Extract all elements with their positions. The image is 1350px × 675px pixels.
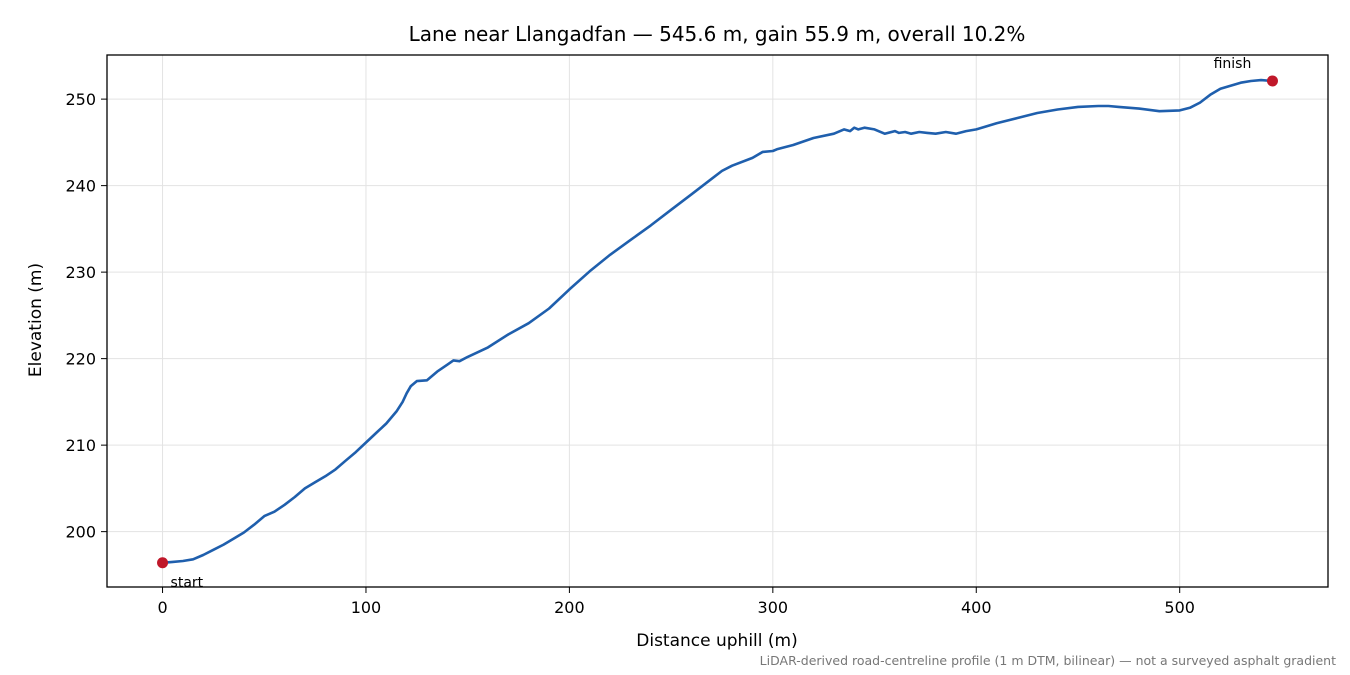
finish-label: finish [1214,56,1252,72]
x-tick-label: 0 [157,598,167,617]
chart-title: Lane near Llangadfan — 545.6 m, gain 55.… [409,22,1026,46]
y-tick-label: 210 [65,436,96,455]
x-tick-label: 300 [758,598,789,617]
x-tick-label: 500 [1164,598,1195,617]
y-axis-ticks: 200 210 220 230 240 250 [65,90,107,542]
x-axis-ticks: 0 100 200 300 400 500 [157,587,1195,617]
start-label: start [171,575,204,591]
start-marker [157,557,169,569]
elevation-profile-line [161,78,1274,565]
y-tick-label: 250 [65,90,96,109]
grid [107,55,1328,587]
y-tick-label: 220 [65,350,96,369]
endpoint-markers: start finish [157,56,1278,591]
x-tick-label: 100 [351,598,382,617]
finish-marker [1266,75,1278,87]
y-tick-label: 230 [65,263,96,282]
x-axis-label: Distance uphill (m) [636,631,797,651]
plot-frame [106,54,1329,588]
x-tick-label: 200 [554,598,585,617]
footnote: LiDAR-derived road-centreline profile (1… [760,653,1336,668]
x-tick-label: 400 [961,598,992,617]
y-tick-label: 200 [65,523,96,542]
y-tick-label: 240 [65,177,96,196]
y-axis-label: Elevation (m) [26,263,46,377]
